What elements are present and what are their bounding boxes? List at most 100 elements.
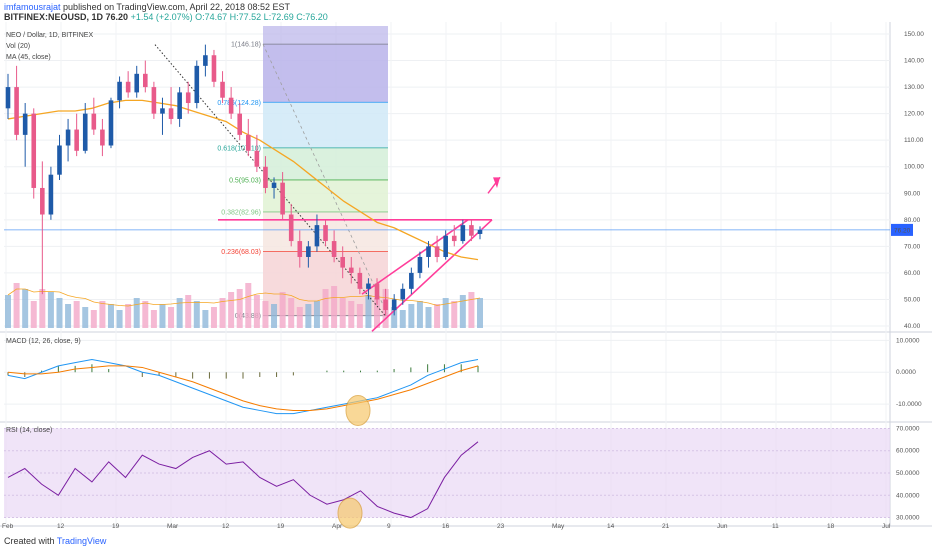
fib-zone-fill [263,26,388,45]
volume-bar [30,301,37,328]
volume-bar [459,295,466,328]
candle-body [220,81,225,98]
candle-body [108,100,114,146]
volume-bar [56,298,63,328]
fib-level-label: 0.382(82.96) [221,209,261,216]
price-tick-label: 60.00 [904,270,921,277]
candle-body [366,283,371,289]
price-tick-label: 130.00 [904,84,924,91]
fibonacci-retracement[interactable]: 1(146.18) 0.786(124.28) 0.618(107.10) 0.5(9… [217,26,389,320]
candle-body [314,225,320,247]
volume-bar [477,298,483,328]
time-tick-label: 9 [387,523,391,530]
volume-bar [5,295,11,328]
volume-bar [442,298,449,328]
volume-bar [65,304,72,328]
candle-body [237,113,243,135]
rsi-pane-title: RSI (14, close) [6,427,52,434]
candle-body [340,256,345,268]
candle-body [271,182,277,188]
candlestick-series[interactable] [5,44,483,316]
time-tick-label: 16 [442,523,450,530]
time-tick-label: Jun [717,523,728,530]
candle-body [331,241,337,257]
candle-body [125,81,131,93]
fib-trend-line [262,43,389,316]
pane-labels: NEO / Dollar, 1D, BITFINEX Vol (20) MA (… [6,32,93,434]
fib-level-label: 0.5(95.03) [229,177,261,184]
rsi-pane[interactable] [4,427,890,529]
volume-bar [468,292,475,328]
macd-tick-label: 10.0000 [896,337,920,344]
price-axes: 40.0050.0060.0070.0080.0090.00100.00110.… [2,31,924,530]
candle-body [74,129,79,151]
volume-indicator-label: Vol (20) [6,43,30,50]
arrow-head-icon [493,177,500,188]
candle-body [297,241,303,257]
candle-body [57,145,62,175]
volume-bar [262,301,269,328]
candle-body [417,256,423,273]
candle-body [100,129,105,146]
volume-bar [374,298,381,328]
volume-bar [331,286,338,328]
time-tick-label: 18 [827,523,835,530]
candle-body [426,246,431,257]
chart-canvas[interactable]: 1(146.18) 0.786(124.28) 0.618(107.10) 0.5(9… [0,22,932,530]
fib-level-label: 0.786(124.28) [217,100,261,107]
rsi-tick-label: 60.0000 [896,448,920,455]
volume-bar [313,301,320,328]
volume-bar [176,298,183,328]
volume-bar [159,304,166,328]
time-tick-label: May [552,523,565,530]
candle-body [443,235,448,257]
macd-line [7,358,479,415]
volume-bars [5,283,483,328]
volume-bar [434,304,441,328]
volume-bar [322,289,329,328]
time-tick-label: 11 [772,523,779,530]
volume-bar [236,289,243,328]
fib-zone-fill [263,102,388,148]
price-tick-label: 80.00 [904,217,921,224]
volume-bar [142,301,149,328]
price-tick-label: 50.00 [904,296,921,303]
price-tick-label: 110.00 [904,137,924,144]
candle-body [143,73,148,88]
volume-bar [425,307,432,328]
candle-body [400,288,406,300]
time-tick-label: Mar [167,523,179,530]
candle-body [194,65,200,104]
volume-ma-line [7,288,481,307]
time-tick-label: 19 [277,523,285,530]
drawing-tools[interactable] [4,44,890,332]
candle-body [383,299,388,311]
volume-bar [73,301,80,328]
volume-bar [210,307,217,328]
volume-bar [288,298,295,328]
candle-body [211,55,217,82]
candle-body [48,174,54,215]
volume-bar [279,292,286,328]
volume-bar [150,310,157,328]
time-tick-label: 12 [222,523,230,530]
moving-average-line [7,99,479,261]
volume-bar [356,304,363,328]
fib-zone-fill [263,44,388,103]
volume-bar [339,298,346,328]
volume-bar [253,295,260,328]
macd-pane[interactable] [4,339,890,426]
volume-bar [296,307,303,328]
published-text: published on TradingView.com, April 22, … [63,2,291,12]
candle-body [374,283,380,300]
chart-header: imfamousrajat published on TradingView.c… [0,0,932,22]
publisher-link[interactable]: imfamousrajat [4,2,61,12]
publish-line: imfamousrajat published on TradingView.c… [4,2,290,12]
ma-indicator-label: MA (45, close) [6,54,51,61]
volume-bar [82,307,89,328]
macd-tick-label: 0.0000 [896,369,916,376]
volume-bar [116,310,123,328]
last-price-label: 76.20 [894,227,911,234]
candle-body [306,246,311,257]
tradingview-logo[interactable]: TradingView [56,536,107,546]
